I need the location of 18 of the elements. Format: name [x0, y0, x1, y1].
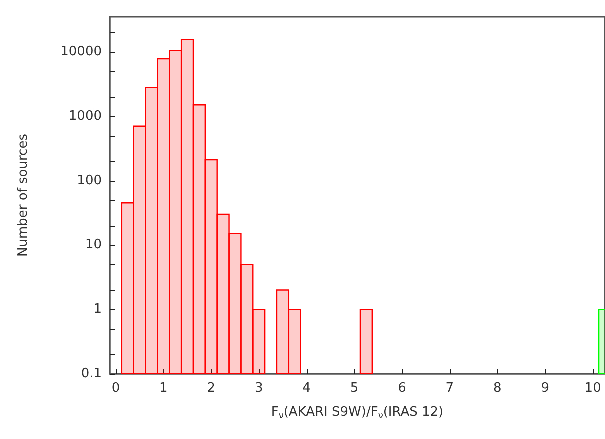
y-tick-label: 10	[85, 238, 102, 253]
x-tick-label: 8	[494, 381, 502, 396]
x-tick-label: 1	[160, 381, 168, 396]
x-tick-label: 4	[302, 381, 311, 396]
x-tick-label: 6	[398, 381, 406, 396]
x-tick-label: 5	[350, 381, 359, 396]
y-tick-label: 0.1	[81, 366, 102, 382]
y-tick-label: 10000	[60, 44, 102, 60]
x-tick-label: 7	[446, 381, 454, 396]
x-tick-label: 3	[254, 381, 264, 396]
x-tick-label: 2	[207, 381, 216, 396]
y-tick-label: 100	[77, 173, 102, 188]
y-axis-title: Number of sources	[16, 134, 31, 257]
x-tick-label: 0	[112, 381, 120, 396]
x-tick-label: 9	[541, 381, 550, 396]
y-tick-label: 1	[94, 302, 102, 318]
y-tick-label: 1000	[68, 108, 102, 124]
x-tick-label: 10	[584, 381, 602, 396]
